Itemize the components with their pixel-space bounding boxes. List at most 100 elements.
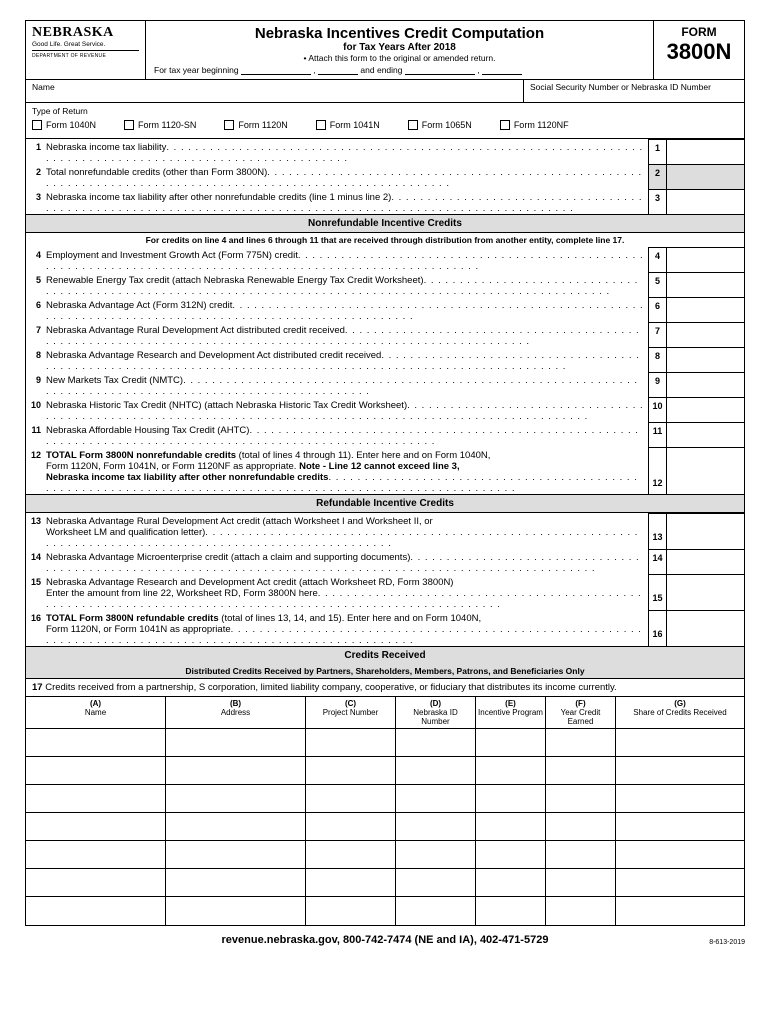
th-program: (E)Incentive Program bbox=[476, 697, 546, 728]
section-refundable: Refundable Incentive Credits 13Nebraska … bbox=[25, 494, 745, 646]
chk-1041n[interactable]: Form 1041N bbox=[316, 120, 380, 130]
th-id: (D)Nebraska ID Number bbox=[396, 697, 476, 728]
header-left: NEBRASKA Good Life. Great Service. DEPAR… bbox=[26, 21, 146, 79]
th-address: (B)Address bbox=[166, 697, 306, 728]
footer: revenue.nebraska.gov, 800-742-7474 (NE a… bbox=[25, 934, 745, 946]
attach-note: • Attach this form to the original or am… bbox=[150, 53, 649, 63]
line-14: 14Nebraska Advantage Microenterprise cre… bbox=[26, 549, 744, 574]
footer-code: 8-613-2019 bbox=[709, 939, 745, 946]
th-year: (F)Year Credit Earned bbox=[546, 697, 616, 728]
chk-1040n[interactable]: Form 1040N bbox=[32, 120, 96, 130]
line-7: 7Nebraska Advantage Rural Development Ac… bbox=[26, 322, 744, 347]
header: NEBRASKA Good Life. Great Service. DEPAR… bbox=[25, 20, 745, 80]
line-4-value[interactable] bbox=[666, 247, 744, 272]
section-nonrefundable: Nonrefundable Incentive Credits For cred… bbox=[25, 214, 745, 494]
sec1-title: Nonrefundable Incentive Credits bbox=[26, 214, 744, 233]
line-8-value[interactable] bbox=[666, 347, 744, 372]
line-15-value[interactable] bbox=[666, 574, 744, 610]
line-7-value[interactable] bbox=[666, 322, 744, 347]
tax-year-line: For tax year beginning , and ending , bbox=[150, 65, 649, 75]
lines-1-3: 1Nebraska income tax liability1 2Total n… bbox=[25, 139, 745, 214]
line-5: 5Renewable Energy Tax credit (attach Neb… bbox=[26, 272, 744, 297]
header-title-block: Nebraska Incentives Credit Computation f… bbox=[146, 21, 654, 79]
table-row[interactable] bbox=[26, 785, 744, 813]
line-9-value[interactable] bbox=[666, 372, 744, 397]
tax-year-prefix: For tax year beginning bbox=[154, 65, 239, 75]
line-6: 6Nebraska Advantage Act (Form 312N) cred… bbox=[26, 297, 744, 322]
chk-1120nf[interactable]: Form 1120NF bbox=[500, 120, 569, 130]
chk-1120sn[interactable]: Form 1120-SN bbox=[124, 120, 196, 130]
name-field[interactable]: Name bbox=[26, 80, 524, 102]
credits-table: (A)Name (B)Address (C)Project Number (D)… bbox=[25, 696, 745, 926]
table-row[interactable] bbox=[26, 813, 744, 841]
line-2: 2Total nonrefundable credits (other than… bbox=[26, 164, 744, 189]
table-row[interactable] bbox=[26, 729, 744, 757]
line-8: 8Nebraska Advantage Research and Develop… bbox=[26, 347, 744, 372]
checkbox-icon bbox=[408, 120, 418, 130]
chk-1120n[interactable]: Form 1120N bbox=[224, 120, 287, 130]
line-13: 13Nebraska Advantage Rural Development A… bbox=[26, 513, 744, 549]
table-row[interactable] bbox=[26, 897, 744, 925]
line-3: 3Nebraska income tax liability after oth… bbox=[26, 189, 744, 214]
line-10-value[interactable] bbox=[666, 397, 744, 422]
line-11: 11Nebraska Affordable Housing Tax Credit… bbox=[26, 422, 744, 447]
line-1: 1Nebraska income tax liability1 bbox=[26, 139, 744, 164]
checkbox-icon bbox=[500, 120, 510, 130]
table-row[interactable] bbox=[26, 757, 744, 785]
line-12-value[interactable] bbox=[666, 447, 744, 494]
table-row[interactable] bbox=[26, 869, 744, 897]
footer-text: revenue.nebraska.gov, 800-742-7474 (NE a… bbox=[222, 934, 549, 946]
type-of-return: Type of Return Form 1040N Form 1120-SN F… bbox=[25, 103, 745, 139]
line-10: 10Nebraska Historic Tax Credit (NHTC) (a… bbox=[26, 397, 744, 422]
tax-year-begin-input[interactable] bbox=[241, 65, 311, 75]
line-4: 4Employment and Investment Growth Act (F… bbox=[26, 247, 744, 272]
table-row[interactable] bbox=[26, 841, 744, 869]
sec3-sub: Distributed Credits Received by Partners… bbox=[26, 664, 744, 679]
form-subtitle: for Tax Years After 2018 bbox=[150, 42, 649, 53]
and-ending: and ending bbox=[360, 65, 402, 75]
name-label: Name bbox=[32, 82, 55, 92]
state-logo: NEBRASKA bbox=[32, 25, 139, 41]
line-16: 16TOTAL Form 3800N refundable credits (t… bbox=[26, 610, 744, 646]
checkbox-icon bbox=[32, 120, 42, 130]
line-17-text: 17 Credits received from a partnership, … bbox=[26, 679, 744, 696]
line-5-value[interactable] bbox=[666, 272, 744, 297]
return-type-checkboxes: Form 1040N Form 1120-SN Form 1120N Form … bbox=[32, 120, 738, 130]
tax-year-end-input[interactable] bbox=[405, 65, 475, 75]
form-number: 3800N bbox=[658, 39, 740, 65]
chk-1065n[interactable]: Form 1065N bbox=[408, 120, 472, 130]
th-share: (G)Share of Credits Received bbox=[616, 697, 744, 728]
line-13-value[interactable] bbox=[666, 513, 744, 549]
line-2-value[interactable] bbox=[666, 164, 744, 189]
ssn-field[interactable]: Social Security Number or Nebraska ID Nu… bbox=[524, 80, 744, 102]
line-1-value[interactable] bbox=[666, 139, 744, 164]
line-6-value[interactable] bbox=[666, 297, 744, 322]
form-word: FORM bbox=[658, 25, 740, 39]
dept-label: DEPARTMENT OF REVENUE bbox=[32, 53, 139, 59]
tax-year-end-year-input[interactable] bbox=[482, 65, 522, 75]
sec2-title: Refundable Incentive Credits bbox=[26, 494, 744, 513]
tax-year-begin-year-input[interactable] bbox=[318, 65, 358, 75]
line-14-value[interactable] bbox=[666, 549, 744, 574]
line-12: 12 TOTAL Form 3800N nonrefundable credit… bbox=[26, 447, 744, 494]
ssn-label: Social Security Number or Nebraska ID Nu… bbox=[530, 82, 711, 92]
sec3-title: Credits Received bbox=[26, 646, 744, 664]
line-3-value[interactable] bbox=[666, 189, 744, 214]
th-project: (C)Project Number bbox=[306, 697, 396, 728]
form-page: NEBRASKA Good Life. Great Service. DEPAR… bbox=[0, 0, 770, 966]
type-label: Type of Return bbox=[32, 106, 738, 116]
sec1-sub: For credits on line 4 and lines 6 throug… bbox=[26, 233, 744, 247]
form-title: Nebraska Incentives Credit Computation bbox=[150, 25, 649, 42]
table-header: (A)Name (B)Address (C)Project Number (D)… bbox=[26, 696, 744, 729]
tagline: Good Life. Great Service. bbox=[32, 41, 139, 51]
checkbox-icon bbox=[124, 120, 134, 130]
checkbox-icon bbox=[316, 120, 326, 130]
line-15: 15Nebraska Advantage Research and Develo… bbox=[26, 574, 744, 610]
checkbox-icon bbox=[224, 120, 234, 130]
line-11-value[interactable] bbox=[666, 422, 744, 447]
line-16-value[interactable] bbox=[666, 610, 744, 646]
th-name: (A)Name bbox=[26, 697, 166, 728]
line-9: 9New Markets Tax Credit (NMTC)9 bbox=[26, 372, 744, 397]
name-ssn-row: Name Social Security Number or Nebraska … bbox=[25, 80, 745, 103]
header-right: FORM 3800N bbox=[654, 21, 744, 79]
